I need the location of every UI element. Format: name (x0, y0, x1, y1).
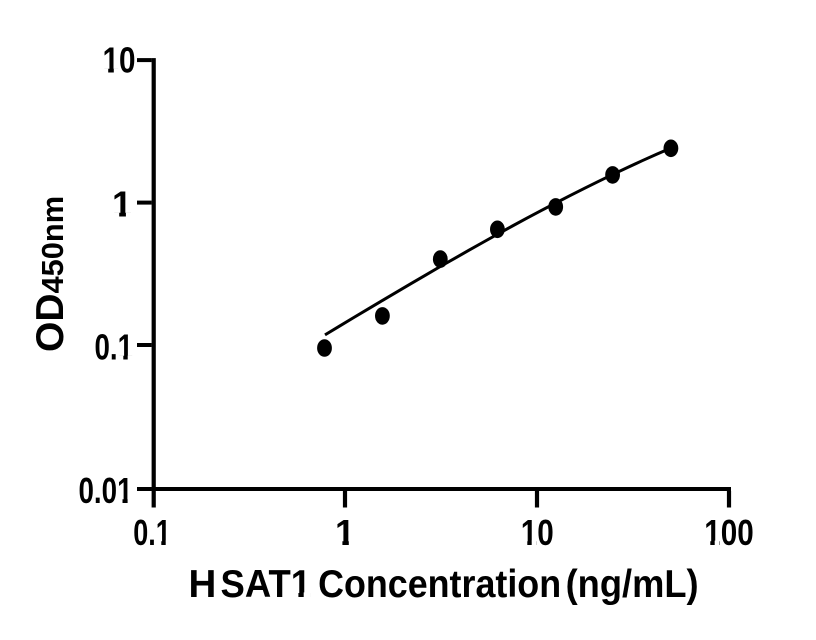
svg-text:0.1: 0.1 (133, 512, 171, 553)
svg-text:0.1: 0.1 (95, 327, 134, 368)
svg-text:10: 10 (521, 512, 554, 553)
svg-text:OD450nm: OD450nm (29, 196, 72, 352)
svg-text:0.01: 0.01 (79, 470, 133, 511)
svg-text:Concentration: Concentration (318, 563, 561, 606)
svg-text:100: 100 (704, 512, 754, 553)
svg-text:1: 1 (335, 512, 355, 553)
svg-text:H: H (189, 563, 217, 606)
svg-text:SAT1: SAT1 (221, 563, 312, 606)
svg-text:(ng/mL): (ng/mL) (566, 563, 699, 606)
